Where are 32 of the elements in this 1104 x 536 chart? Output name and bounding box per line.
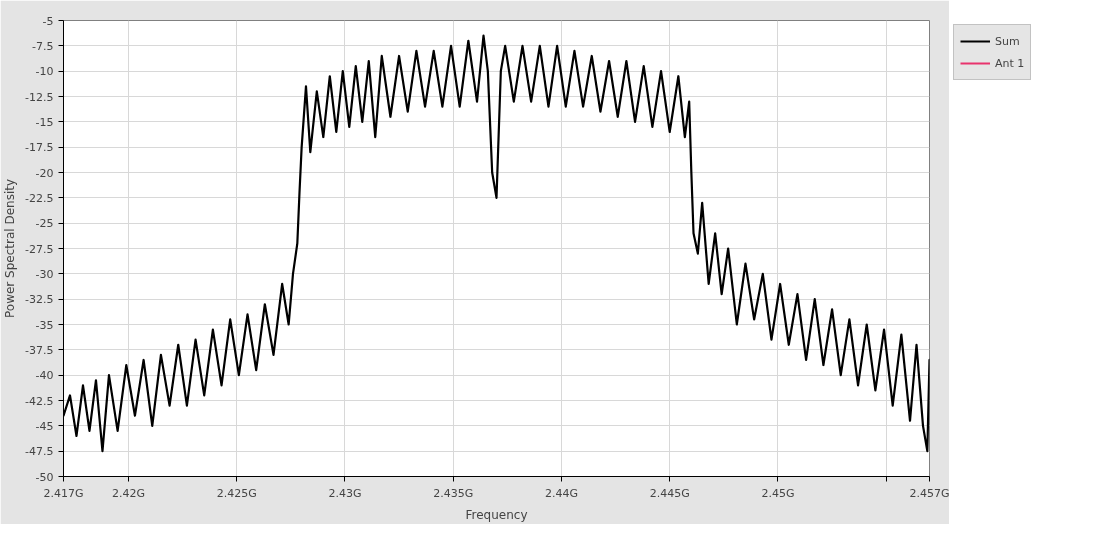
y-tick-label: -47.5: [25, 445, 54, 459]
y-tick-label: -15: [35, 115, 54, 129]
y-tick-label: -50: [35, 470, 54, 484]
y-tick-label: -20: [35, 166, 54, 180]
x-tick-label: 2.457G: [909, 486, 950, 500]
x-tick-label: 2.435G: [433, 486, 474, 500]
y-tick-label: -7.5: [32, 39, 54, 53]
x-tick-label: 2.445G: [649, 486, 690, 500]
y-tick-label: -42.5: [25, 394, 54, 408]
y-tick-label: -32.5: [25, 293, 54, 307]
y-tick-label: -10: [35, 65, 54, 79]
y-tick-label: -5: [42, 14, 54, 28]
x-tick-label: 2.42G: [111, 486, 145, 500]
y-tick-label: -27.5: [25, 242, 54, 256]
y-tick-label: -12.5: [25, 90, 54, 104]
x-tick-label: 2.417G: [43, 486, 84, 500]
y-tick-label: -37.5: [25, 343, 54, 357]
x-tick-label: 2.425G: [216, 486, 257, 500]
y-tick-label: -40: [35, 369, 54, 383]
x-axis-title: Frequency: [465, 507, 528, 522]
y-tick-label: -30: [35, 267, 54, 281]
y-tick-label: -17.5: [25, 141, 54, 155]
y-tick-label: -25: [35, 217, 54, 231]
x-tick-label: 2.45G: [761, 486, 795, 500]
y-axis-title: Power Spectral Density: [3, 178, 18, 319]
legend-label: Ant 1: [995, 56, 1025, 70]
y-tick-label: -45: [35, 419, 54, 433]
y-tick-label: -35: [35, 318, 54, 332]
legend-label: Sum: [995, 34, 1020, 48]
x-tick-label: 2.44G: [544, 486, 578, 500]
y-tick-label: -22.5: [25, 191, 54, 205]
x-tick-label: 2.43G: [328, 486, 362, 500]
